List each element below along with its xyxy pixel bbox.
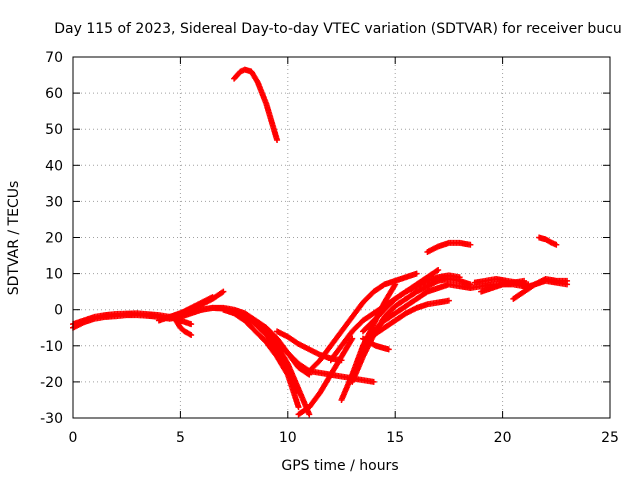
tick-labels: 0 5 10 15 20 25 -30 -20 -10 0 10 20 30 40 50 60 70 [40,50,619,446]
series-arc-20 [370,297,452,338]
data-point [370,378,377,385]
data-point [467,241,474,248]
x-tick-label: 15 [386,430,404,446]
data-point [188,321,195,328]
x-tick-label: 25 [601,430,619,446]
data-point [553,241,560,248]
data-point [188,331,195,338]
data-point [456,274,463,281]
y-tick-label: -20 [40,375,63,391]
series-arc-11 [263,328,377,385]
x-tick-label: 20 [494,430,512,446]
data-point [219,289,226,296]
data-points [70,66,571,418]
y-tick-label: 70 [45,50,63,66]
series-arc-25 [478,277,528,295]
data-point [435,266,442,273]
series-arc-14 [306,270,420,375]
series-arc-13 [295,335,356,418]
data-point [385,346,392,353]
y-tick-label: 40 [45,158,63,174]
series-arc-17 [349,276,474,385]
data-point [445,297,452,304]
axis-ticks [72,56,611,419]
series-arc-5 [173,317,195,338]
data-point [209,294,216,301]
series-arc-27 [521,276,571,292]
data-point [521,277,528,284]
y-tick-label: 60 [45,86,63,102]
y-tick-label: 30 [45,194,63,210]
x-tick-label: 5 [176,430,185,446]
data-point [564,277,571,284]
y-tick-label: 10 [45,267,63,283]
data-point [413,270,420,277]
data-point [274,137,281,144]
y-tick-label: 0 [54,303,63,319]
series-arc-21 [359,335,392,353]
data-point [306,411,313,418]
y-tick-label: 50 [45,122,63,138]
data-point [295,404,302,411]
chart-title: Day 115 of 2023, Sidereal Day-to-day VTE… [54,21,622,37]
x-tick-label: 0 [69,430,78,446]
y-tick-label: 20 [45,231,63,247]
x-tick-label: 10 [279,430,297,446]
series-arc-18 [359,281,474,349]
series-arc-22 [424,239,474,255]
series-arc-9 [220,306,302,411]
data-point [392,281,399,288]
data-point [433,267,440,274]
y-tick-label: -30 [40,411,63,427]
series-arc-19 [359,272,463,335]
data-point [349,335,356,342]
chart-grid [73,57,610,418]
y-tick-label: -10 [40,339,63,355]
data-point [220,288,227,295]
series-arc-28 [536,234,560,248]
series-arc-6 [231,66,281,144]
x-axis-title: GPS time / hours [281,458,398,474]
y-axis-title: SDTVAR / TECUs [6,181,22,296]
